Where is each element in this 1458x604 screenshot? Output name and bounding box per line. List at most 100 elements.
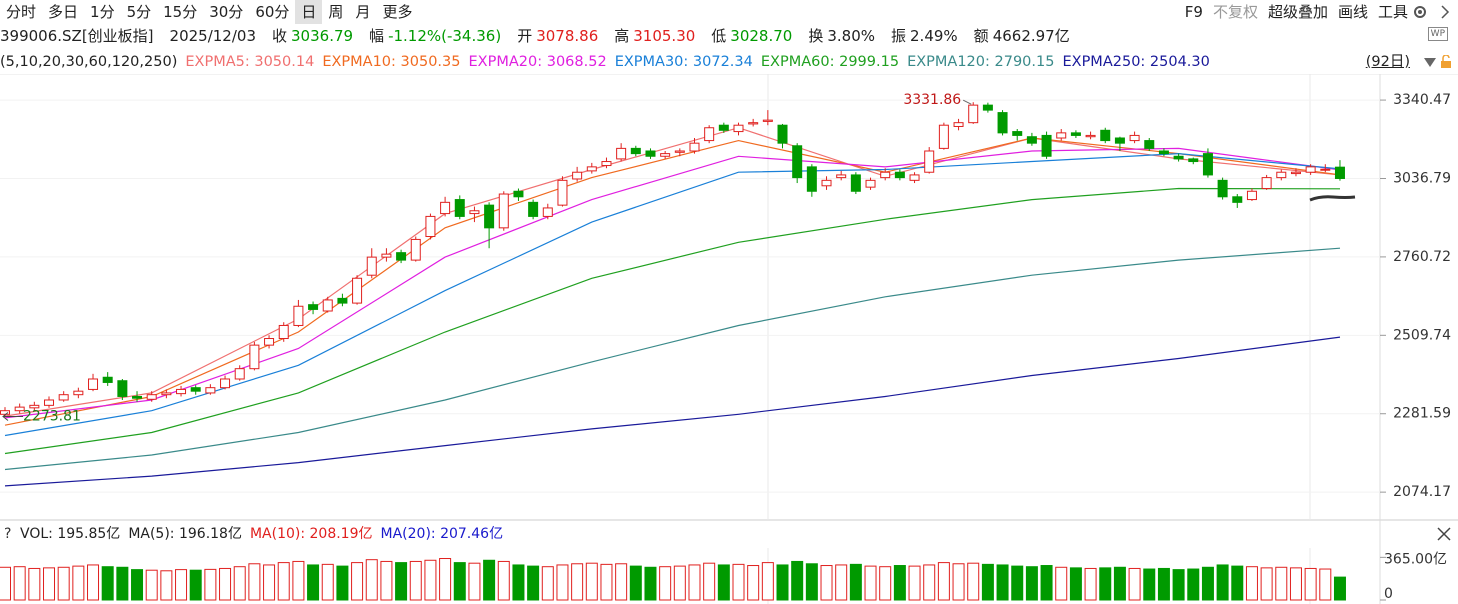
volume-bar [615, 563, 628, 601]
candle-body [1100, 129, 1111, 142]
indicator-bar: (5,10,20,30,60,120,250) EXPMA5: 3050.14 EX… [0, 50, 1458, 74]
period-tab[interactable]: 15分 [163, 3, 198, 21]
volume-bar [659, 566, 672, 601]
volume-bar [1113, 566, 1126, 601]
volume-bar [849, 563, 862, 601]
badge[interactable]: WP [1427, 27, 1448, 41]
candle-body [909, 174, 920, 181]
candle-body [14, 406, 25, 412]
field-label: 开 [517, 27, 533, 45]
indicator-legend: EXPMA120: 2790.15 [907, 54, 1055, 70]
period-tab[interactable]: 周 [328, 3, 344, 21]
field-value: -1.12%(-34.36) [388, 27, 502, 45]
volume-bar [1289, 567, 1302, 601]
candle-body [1041, 134, 1052, 157]
volume-bar [219, 567, 232, 601]
candle-body [894, 171, 905, 179]
candle-body [762, 119, 773, 122]
period-tab[interactable]: 60分 [255, 3, 290, 21]
volume-bar [28, 567, 41, 601]
candle-body [674, 150, 685, 153]
volume-bar [996, 564, 1009, 601]
tools: F9 不复权 超级叠加 画线 工具 [1175, 0, 1408, 24]
volume-bar [981, 563, 994, 601]
period-tab[interactable]: 多日 [48, 3, 79, 21]
volume-bar [1304, 567, 1317, 601]
candle-body [1085, 134, 1096, 138]
volume-bar [336, 565, 349, 601]
volume-bar [967, 562, 980, 601]
candle-body [1232, 196, 1243, 203]
ema-line [4, 147, 1341, 419]
candle-body [29, 404, 40, 409]
candle-body [557, 179, 568, 206]
volume-bar [835, 564, 848, 601]
volume-bar [893, 565, 906, 601]
candle-body [102, 376, 113, 383]
candle-body [88, 378, 99, 390]
candle-body [586, 166, 597, 172]
period-tab[interactable]: 更多 [382, 3, 413, 21]
period-tab[interactable]: 30分 [209, 3, 244, 21]
tool[interactable]: 工具 [1377, 3, 1408, 21]
candle-body [1320, 168, 1331, 171]
volume-bar [468, 562, 481, 601]
volume-bar [600, 563, 613, 601]
min-annotation: 2273.81 [23, 409, 81, 425]
volume-bar [131, 569, 144, 601]
close-icon[interactable] [1437, 527, 1451, 541]
field-label: 额 [973, 27, 989, 45]
volume-bar [585, 562, 598, 601]
tool[interactable]: 画线 [1337, 3, 1368, 21]
candle-body [718, 124, 729, 131]
candle-body [1144, 140, 1155, 149]
field-value: 2.49% [910, 27, 958, 45]
volume-bar [453, 562, 466, 601]
candle-body [528, 201, 539, 217]
volume-bar [952, 563, 965, 601]
next-icon[interactable] [1438, 4, 1452, 20]
dropdown-icon[interactable] [1424, 58, 1436, 68]
volume-bar [1319, 568, 1332, 601]
indicator-legend: EXPMA30: 3072.34 [614, 54, 753, 70]
candle-body [44, 399, 55, 406]
period-tab[interactable]: 月 [355, 3, 371, 21]
candle-body [322, 299, 333, 312]
candle-body [205, 387, 216, 394]
field-value: 4662.97亿 [992, 27, 1070, 45]
volume-bar [1055, 566, 1068, 601]
help[interactable]: ? [4, 526, 11, 542]
volume-bar [1172, 569, 1185, 601]
volume-bar [908, 565, 921, 601]
candle-body [234, 368, 245, 380]
candle-body [190, 387, 201, 392]
candle-body [469, 210, 480, 215]
period-tab[interactable]: 1分 [90, 3, 115, 21]
tool[interactable]: 不复权 [1212, 3, 1258, 21]
period-tab[interactable]: 分时 [6, 3, 37, 21]
candle-body [0, 410, 10, 415]
period-tab[interactable]: 5分 [126, 3, 152, 21]
volume-bar [1128, 567, 1141, 601]
candle-body [792, 145, 803, 179]
volume-bar [1216, 564, 1229, 601]
indicator-legend: EXPMA10: 3050.35 [322, 54, 461, 70]
volume-bar [395, 562, 408, 601]
y-tick-label: 2509.74 [1393, 327, 1451, 343]
candle-body [1334, 166, 1345, 179]
candle-body [58, 394, 69, 401]
periods: 分时 多日 1分 5分 15分 30分 60分日周月更多 [0, 0, 418, 24]
volume-bar [380, 560, 393, 601]
lock-icon[interactable] [1440, 55, 1452, 69]
tool[interactable]: 超级叠加 [1267, 3, 1328, 21]
tool[interactable]: F9 [1184, 3, 1203, 21]
candle-body [865, 179, 876, 188]
range[interactable]: (92日) [1365, 54, 1410, 70]
gear-icon[interactable] [1412, 4, 1428, 20]
candle-body [337, 297, 348, 304]
candle-body [660, 153, 671, 157]
period-tab[interactable]: 日 [295, 0, 323, 24]
volume-bar [72, 565, 85, 601]
volume-bar [1084, 567, 1097, 601]
candle-body [249, 344, 260, 370]
